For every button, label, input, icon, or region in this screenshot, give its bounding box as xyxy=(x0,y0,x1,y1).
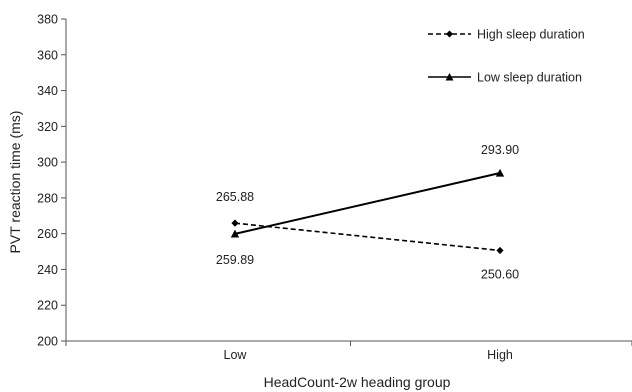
data-label: 293.90 xyxy=(481,143,519,157)
legend-item-high-sleep: High sleep duration xyxy=(428,28,585,42)
legend: High sleep duration Low sleep duration xyxy=(428,28,585,85)
y-axis-title: PVT reaction time (ms) xyxy=(7,111,23,254)
data-point-triangle xyxy=(495,168,505,177)
chart-axes xyxy=(65,19,632,342)
y-tick-label: 240 xyxy=(37,263,58,277)
data-label: 265.88 xyxy=(216,190,254,204)
legend-marker-diamond xyxy=(446,30,453,38)
x-tick-label: High xyxy=(487,348,513,362)
series-group xyxy=(230,168,505,255)
legend-item-low-sleep: Low sleep duration xyxy=(428,71,582,85)
data-labels: 265.88 250.60 259.89 293.90 xyxy=(216,143,519,281)
legend-label-low-sleep: Low sleep duration xyxy=(477,71,582,85)
data-label: 250.60 xyxy=(481,267,519,281)
y-tick-label: 280 xyxy=(37,191,58,205)
x-axis-ticks: Low High xyxy=(65,341,632,362)
series-high-sleep-duration xyxy=(231,219,504,255)
data-point-diamond xyxy=(496,246,504,255)
y-tick-label: 380 xyxy=(37,13,58,27)
legend-label-high-sleep: High sleep duration xyxy=(477,28,585,42)
y-axis-ticks: 200 220 240 260 280 300 320 340 360 380 xyxy=(37,13,66,349)
x-tick-label: Low xyxy=(224,348,248,362)
data-point-diamond xyxy=(231,219,239,227)
series-line xyxy=(234,172,501,235)
y-tick-label: 260 xyxy=(37,227,58,241)
data-point-triangle xyxy=(230,229,240,238)
y-tick-label: 320 xyxy=(37,120,58,134)
x-axis-title: HeadCount-2w heading group xyxy=(264,374,451,390)
y-tick-label: 220 xyxy=(37,299,58,313)
y-tick-label: 200 xyxy=(37,335,58,349)
y-tick-label: 360 xyxy=(37,48,58,62)
legend-marker-triangle xyxy=(445,73,454,81)
y-tick-label: 300 xyxy=(37,156,58,170)
y-tick-label: 340 xyxy=(37,84,58,98)
series-line xyxy=(234,222,501,252)
data-label: 259.89 xyxy=(216,253,254,267)
series-low-sleep-duration xyxy=(230,168,505,238)
